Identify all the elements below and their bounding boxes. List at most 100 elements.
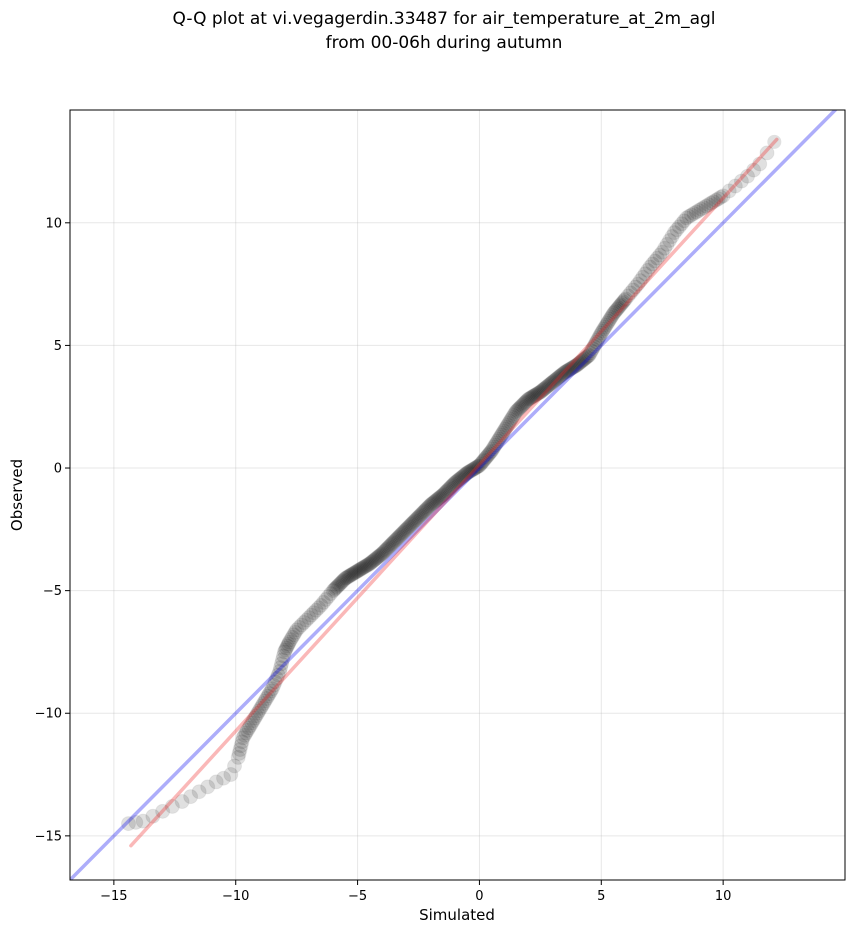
quantile-point: [247, 710, 263, 726]
quantile-point: [584, 343, 600, 359]
quantile-point: [487, 437, 503, 453]
quantile-point: [531, 385, 547, 401]
quantile-point: [471, 458, 487, 474]
quantile-point: [478, 450, 494, 466]
quantile-point: [251, 703, 267, 719]
quantile-point: [369, 550, 385, 566]
quantile-point: [752, 156, 768, 172]
quantile-point: [378, 542, 394, 558]
quantile-point: [372, 548, 388, 564]
quantile-point: [519, 393, 535, 409]
quantile-point: [538, 379, 554, 395]
y-axis-ticks: −15 −10 −5 0 5 10: [35, 216, 70, 844]
quantile-point: [454, 469, 470, 485]
quantile-point: [603, 309, 619, 325]
quantile-point: [294, 617, 310, 633]
quantile-point: [390, 530, 406, 546]
quantile-point: [395, 525, 411, 541]
quantile-point: [520, 391, 536, 407]
quantile-point: [469, 459, 485, 475]
quantile-point: [277, 642, 293, 658]
quantile-point: [264, 681, 280, 697]
quantile-point: [239, 722, 255, 738]
quantile-point: [604, 307, 620, 323]
quantile-point: [568, 358, 584, 374]
quantile-point: [570, 356, 586, 372]
quantile-point: [481, 446, 497, 462]
quantile-point: [575, 352, 591, 368]
quantile-point: [486, 439, 502, 455]
quantile-point: [490, 433, 506, 449]
quantile-point: [389, 531, 405, 547]
quantile-point: [250, 705, 266, 721]
quantile-point: [558, 364, 574, 380]
quantile-point: [320, 589, 336, 605]
quantile-point: [623, 285, 639, 301]
y-tick-label: −15: [35, 829, 62, 844]
quantile-point: [708, 192, 724, 208]
quantile-point: [287, 624, 303, 640]
quantile-point: [274, 656, 290, 672]
quantile-point: [586, 338, 602, 354]
quantile-point: [387, 532, 403, 548]
quantile-point: [577, 350, 593, 366]
quantile-point: [413, 507, 429, 523]
quantile-point: [421, 498, 437, 514]
y-tick-label: 5: [54, 339, 62, 354]
quantile-point: [431, 490, 447, 506]
quantile-point: [465, 461, 481, 477]
quantile-point: [615, 294, 631, 310]
quantile-point: [261, 686, 277, 702]
quantile-point: [541, 377, 557, 393]
quantile-point: [424, 496, 440, 512]
quantile-point: [566, 359, 582, 375]
quantile-point: [647, 253, 663, 269]
quantile-point: [456, 468, 472, 484]
quantile-point: [515, 396, 531, 412]
quantile-point: [353, 561, 369, 577]
quantile-point: [434, 488, 450, 504]
quantile-point: [545, 374, 561, 390]
quantile-point: [479, 449, 495, 465]
quantile-point: [329, 579, 345, 595]
quantile-point: [326, 581, 342, 597]
quantile-point: [403, 516, 419, 532]
quantile-point: [232, 742, 248, 758]
quantile-point: [398, 521, 414, 537]
quantile-point: [540, 378, 556, 394]
quantile-point: [301, 610, 317, 626]
x-tick-label: 0: [475, 889, 483, 904]
quantile-point: [475, 453, 491, 469]
quantile-point: [227, 758, 243, 774]
quantile-point: [417, 503, 433, 519]
quantile-point: [601, 313, 617, 329]
quantile-point: [535, 382, 551, 398]
quantile-point: [524, 389, 540, 405]
quantile-point: [607, 304, 623, 320]
quantile-point: [331, 577, 347, 593]
quantile-point: [501, 415, 517, 431]
quantile-point: [480, 447, 496, 463]
quantile-point: [450, 473, 465, 489]
quantile-point: [609, 301, 625, 317]
quantile-point: [509, 402, 525, 418]
quantile-point: [276, 644, 292, 660]
quantile-point: [705, 194, 721, 210]
quantile-point: [443, 478, 459, 494]
quantile-point: [341, 568, 357, 584]
quantile-point: [278, 640, 294, 656]
quantile-point: [446, 476, 462, 492]
quantile-point: [407, 513, 423, 529]
quantile-point: [565, 359, 581, 375]
quantile-point: [303, 607, 319, 623]
quantile-point: [241, 720, 257, 736]
quantile-point: [401, 519, 417, 535]
quantile-point: [701, 197, 717, 213]
quantile-point: [346, 565, 362, 581]
quantile-point: [396, 524, 412, 540]
quantile-point: [280, 636, 296, 652]
quantile-point: [616, 292, 632, 308]
quantile-point: [260, 688, 276, 704]
quantile-point: [402, 518, 418, 534]
